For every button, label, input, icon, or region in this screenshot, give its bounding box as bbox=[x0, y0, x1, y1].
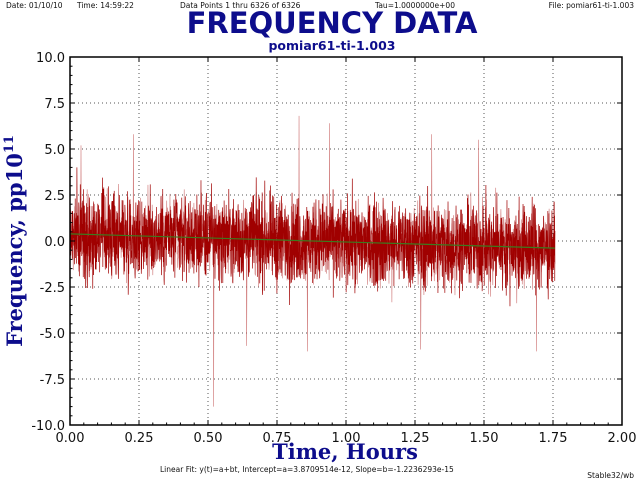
y-tick-label: -2.5 bbox=[40, 281, 65, 296]
x-tick-label: 2.00 bbox=[608, 431, 637, 446]
y-tick-label: 10.0 bbox=[36, 51, 65, 66]
frequency-series bbox=[69, 167, 556, 307]
header-time: Time: 14:59:22 bbox=[76, 1, 134, 10]
fit-equation: Linear Fit: y(t)=a+bt, Intercept=a=3.870… bbox=[160, 465, 454, 474]
data-layer bbox=[69, 115, 556, 407]
y-tick-label: -5.0 bbox=[40, 327, 65, 342]
x-tick-label: 1.00 bbox=[332, 431, 361, 446]
fit-layer bbox=[69, 233, 555, 249]
x-tick-label: 0.25 bbox=[125, 431, 154, 446]
tick-layer bbox=[69, 56, 623, 426]
y-tick-label: -7.5 bbox=[40, 373, 65, 388]
tick-label-layer: 0.00 0.25 0.50 0.75 1.00 1.25 1.50 1.75 2.00 10.0… bbox=[31, 51, 636, 446]
y-tick-label: -10.0 bbox=[31, 419, 65, 434]
y-axis-label: Frequency, pp1011 bbox=[2, 135, 27, 347]
x-tick-label: 0.50 bbox=[194, 431, 223, 446]
y-axis-label-main: Frequency, pp10 bbox=[2, 153, 27, 347]
y-tick-label: 5.0 bbox=[44, 143, 65, 158]
x-axis-label: Time, Hours bbox=[272, 439, 418, 464]
x-tick-label: 1.25 bbox=[401, 431, 430, 446]
app-name: Stable32/wb bbox=[587, 471, 634, 480]
y-tick-label: 0.0 bbox=[44, 235, 65, 250]
chart-title: FREQUENCY DATA bbox=[187, 6, 478, 40]
y-tick-label: 2.5 bbox=[44, 189, 65, 204]
y-axis-label-exponent: 11 bbox=[2, 135, 17, 153]
chart-subtitle: pomiar61-ti-1.003 bbox=[268, 38, 395, 53]
header-data-points: Data Points 1 thru 6326 of 6326 bbox=[180, 1, 301, 10]
header-tau: Tau=1.0000000e+00 bbox=[374, 1, 455, 10]
linear-fit-line bbox=[69, 233, 555, 249]
y-axis-label-group: Frequency, pp1011 bbox=[2, 135, 27, 347]
header-date: Date: 01/10/10 bbox=[6, 1, 63, 10]
x-tick-label: 1.50 bbox=[470, 431, 499, 446]
y-tick-label: 7.5 bbox=[44, 97, 65, 112]
x-tick-label: 1.75 bbox=[539, 431, 568, 446]
x-tick-label: 0.75 bbox=[263, 431, 292, 446]
header-file: File: pomiar61-ti-1.003 bbox=[549, 1, 635, 10]
x-tick-label: 0.00 bbox=[56, 431, 85, 446]
